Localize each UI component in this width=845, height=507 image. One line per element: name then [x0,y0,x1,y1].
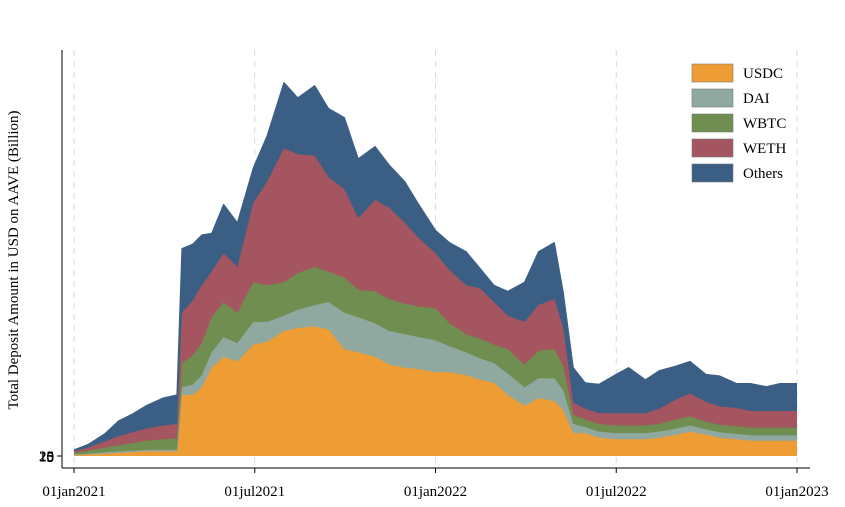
legend-swatch-usdc [691,63,734,83]
area-series [73,82,797,456]
y-tick-label: 10 [39,450,54,466]
y-tick-label: 0 [47,450,55,466]
x-tick-label: 01jan2023 [765,484,828,500]
area-dai [74,302,797,456]
area-weth [74,148,797,453]
legend-swatch-weth [691,138,734,158]
legend-label-weth: WETH [743,141,786,157]
x-tick-label: 01jan2022 [404,484,467,500]
legend-label-usdc: USDC [743,66,783,82]
legend-swatch-dai [691,88,734,108]
y-axis-label: Total Deposit Amount in USD on AAVE (Bil… [6,110,22,409]
legend-swatch-wbtc [691,113,734,133]
x-tick-label: 01jan2021 [42,484,105,500]
area-edge-others [73,82,797,451]
area-others [74,82,797,452]
y-tick-label: 15 [39,449,54,465]
legend-swatch-others [691,163,734,183]
area-wbtc [74,267,797,455]
legend: USDC DAI WBTC WETH Others [691,63,786,183]
x-ticks: 01jan2021 01jul2021 01jan2022 01jul2022 01ja… [42,468,829,500]
legend-label-wbtc: WBTC [743,116,786,132]
legend-label-dai: DAI [743,91,770,107]
y-tick-label: 20 [39,449,54,465]
area-usdc [74,326,797,456]
x-tick-label: 01jul2021 [224,484,285,500]
y-tick-label: 5 [47,450,55,466]
y-tick-label: 25 [39,449,54,465]
legend-label-others: Others [743,166,783,182]
x-tick-label: 01jul2022 [586,484,647,500]
